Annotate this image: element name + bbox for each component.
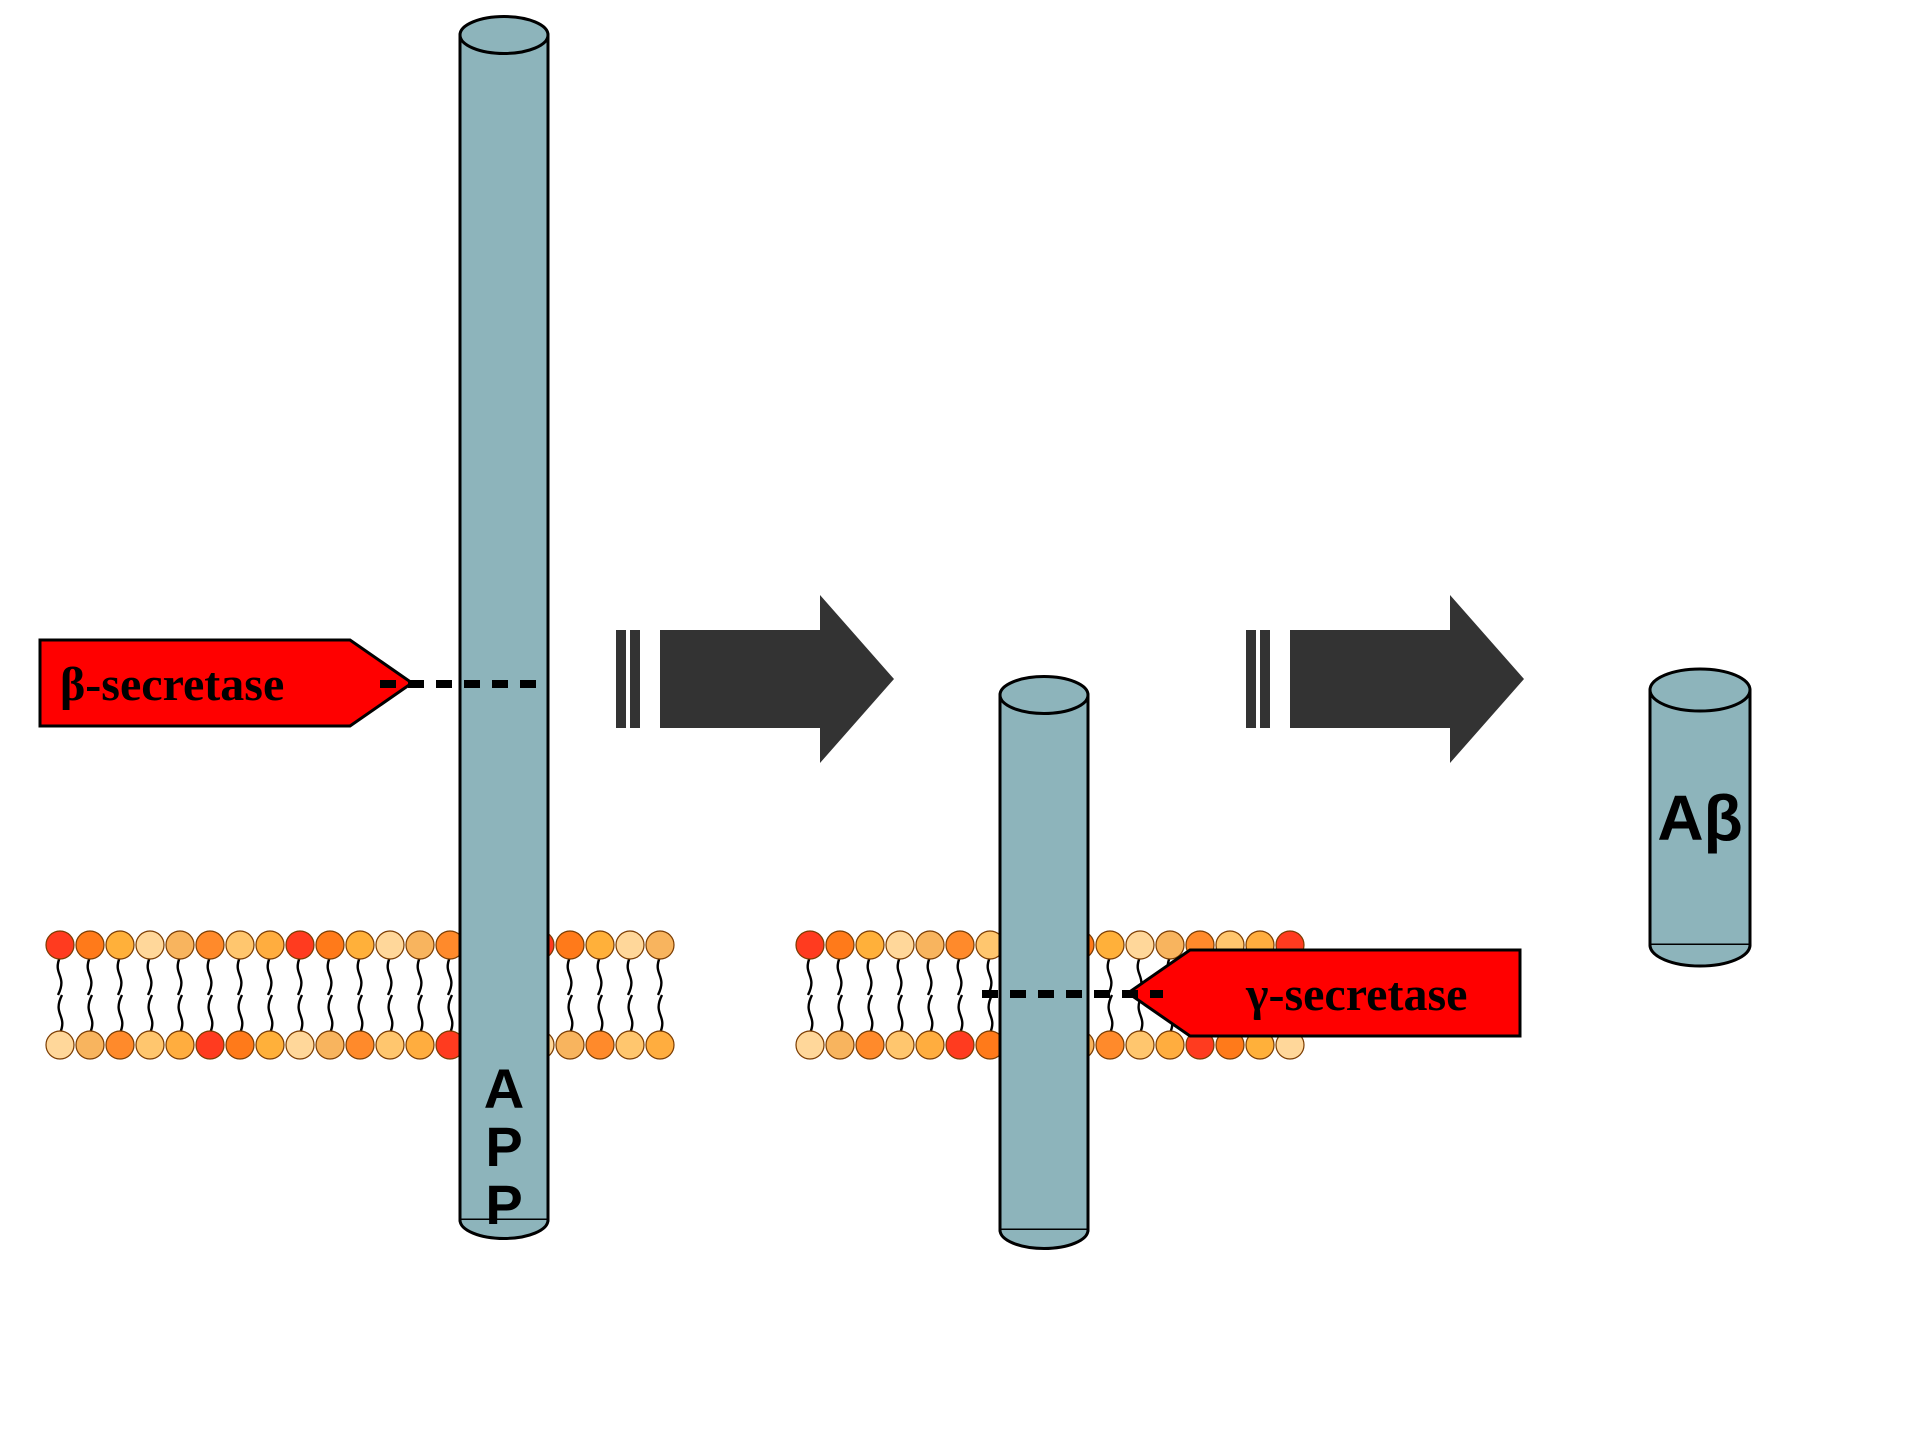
enzyme-beta-secretase-label: β-secretase — [60, 658, 284, 711]
label-app: APP — [484, 1057, 524, 1236]
process-arrow-2 — [1246, 595, 1524, 763]
protein-app — [460, 17, 548, 1239]
svg-text:A: A — [484, 1057, 524, 1120]
process-arrow-1 — [616, 595, 894, 763]
membrane — [46, 931, 674, 1059]
svg-text:P: P — [485, 1173, 522, 1236]
label-abeta: Aβ — [1657, 782, 1742, 854]
app-processing-diagram: β-secretase γ-secretase APP Aβ — [0, 0, 1920, 1440]
protein-fragment — [1000, 677, 1088, 1249]
enzyme-gamma-secretase-label: γ-secretase — [1245, 968, 1467, 1021]
svg-text:P: P — [485, 1115, 522, 1178]
